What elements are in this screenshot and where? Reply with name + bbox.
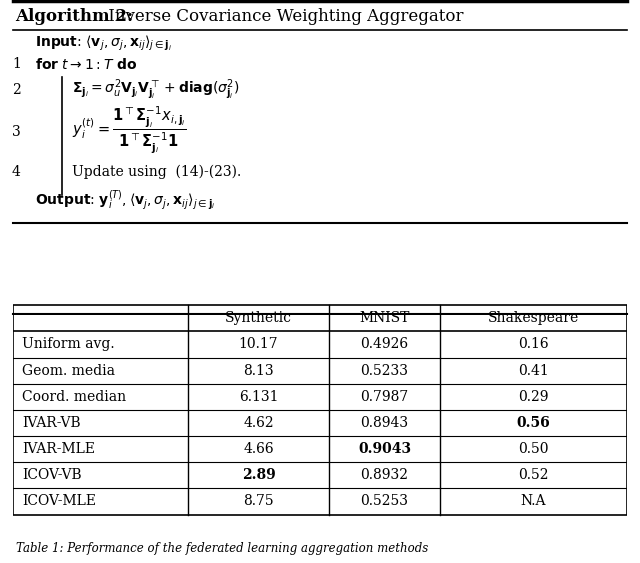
Text: 0.9043: 0.9043	[358, 442, 411, 456]
Text: Coord. median: Coord. median	[22, 390, 126, 404]
Text: IVAR-VB: IVAR-VB	[22, 416, 81, 430]
Text: MNIST: MNIST	[359, 311, 410, 325]
Text: 10.17: 10.17	[239, 337, 278, 351]
Text: 0.56: 0.56	[516, 416, 550, 430]
Text: Uniform avg.: Uniform avg.	[22, 337, 115, 351]
Text: 8.13: 8.13	[243, 364, 274, 378]
Text: 4.62: 4.62	[243, 416, 274, 430]
Text: IVAR-MLE: IVAR-MLE	[22, 442, 95, 456]
Text: 0.7987: 0.7987	[360, 390, 408, 404]
Text: 0.29: 0.29	[518, 390, 548, 404]
Text: 0.41: 0.41	[518, 364, 549, 378]
Text: 0.16: 0.16	[518, 337, 549, 351]
Text: 0.52: 0.52	[518, 468, 548, 482]
Text: $\boldsymbol{\Sigma}_{\mathbf{j}_i} = \sigma_u^2 \mathbf{V}_{\mathbf{j}_i}\mathb: $\boldsymbol{\Sigma}_{\mathbf{j}_i} = \s…	[72, 78, 240, 102]
Text: Synthetic: Synthetic	[225, 311, 292, 325]
Text: 6.131: 6.131	[239, 390, 278, 404]
Text: N.A: N.A	[521, 494, 547, 508]
Text: 4: 4	[12, 165, 21, 179]
Text: $y_i^{(t)} = \dfrac{\mathbf{1}^\top \boldsymbol{\Sigma}_{\mathbf{j}_i}^{-1} x_{i: $y_i^{(t)} = \dfrac{\mathbf{1}^\top \bol…	[72, 104, 187, 155]
Text: $\mathbf{Input}$: $\langle \mathbf{v}_j, \sigma_j, \mathbf{x}_{ij}\rangle_{j\in\: $\mathbf{Input}$: $\langle \mathbf{v}_j,…	[35, 33, 172, 53]
Text: Inverse Covariance Weighting Aggregator: Inverse Covariance Weighting Aggregator	[103, 7, 463, 25]
Text: Algorithm 2:: Algorithm 2:	[15, 7, 133, 25]
Text: 0.8932: 0.8932	[360, 468, 408, 482]
Text: 8.75: 8.75	[243, 494, 274, 508]
Text: ICOV-MLE: ICOV-MLE	[22, 494, 96, 508]
Text: $\mathbf{for}$ $t \rightarrow 1 : T$ $\mathbf{do}$: $\mathbf{for}$ $t \rightarrow 1 : T$ $\m…	[35, 56, 137, 72]
Text: 3: 3	[12, 125, 20, 139]
Text: ICOV-VB: ICOV-VB	[22, 468, 82, 482]
Text: 0.50: 0.50	[518, 442, 548, 456]
Text: $\mathbf{Output}$: $\mathbf{y}_i^{(T)}, \langle \mathbf{v}_j, \sigma_j, \mathbf{: $\mathbf{Output}$: $\mathbf{y}_i^{(T)}, …	[35, 189, 216, 212]
Text: Shakespeare: Shakespeare	[488, 311, 579, 325]
Text: 0.5233: 0.5233	[360, 364, 408, 378]
Text: 0.5253: 0.5253	[360, 494, 408, 508]
Text: 0.8943: 0.8943	[360, 416, 408, 430]
Text: Geom. media: Geom. media	[22, 364, 115, 378]
Text: 1: 1	[12, 57, 21, 71]
Text: Table 1: Performance of the federated learning aggregation methods: Table 1: Performance of the federated le…	[16, 542, 428, 555]
Text: 0.4926: 0.4926	[360, 337, 408, 351]
Text: 4.66: 4.66	[243, 442, 274, 456]
Text: 2.89: 2.89	[242, 468, 275, 482]
Text: Update using  (14)-(23).: Update using (14)-(23).	[72, 165, 241, 180]
Text: 2: 2	[12, 83, 20, 97]
